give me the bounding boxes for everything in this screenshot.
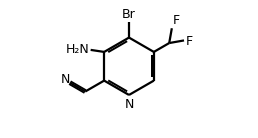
Text: F: F — [173, 14, 180, 27]
Text: H₂N: H₂N — [66, 43, 90, 56]
Text: F: F — [186, 35, 192, 48]
Text: N: N — [60, 73, 70, 86]
Text: Br: Br — [122, 8, 136, 21]
Text: N: N — [124, 98, 134, 111]
